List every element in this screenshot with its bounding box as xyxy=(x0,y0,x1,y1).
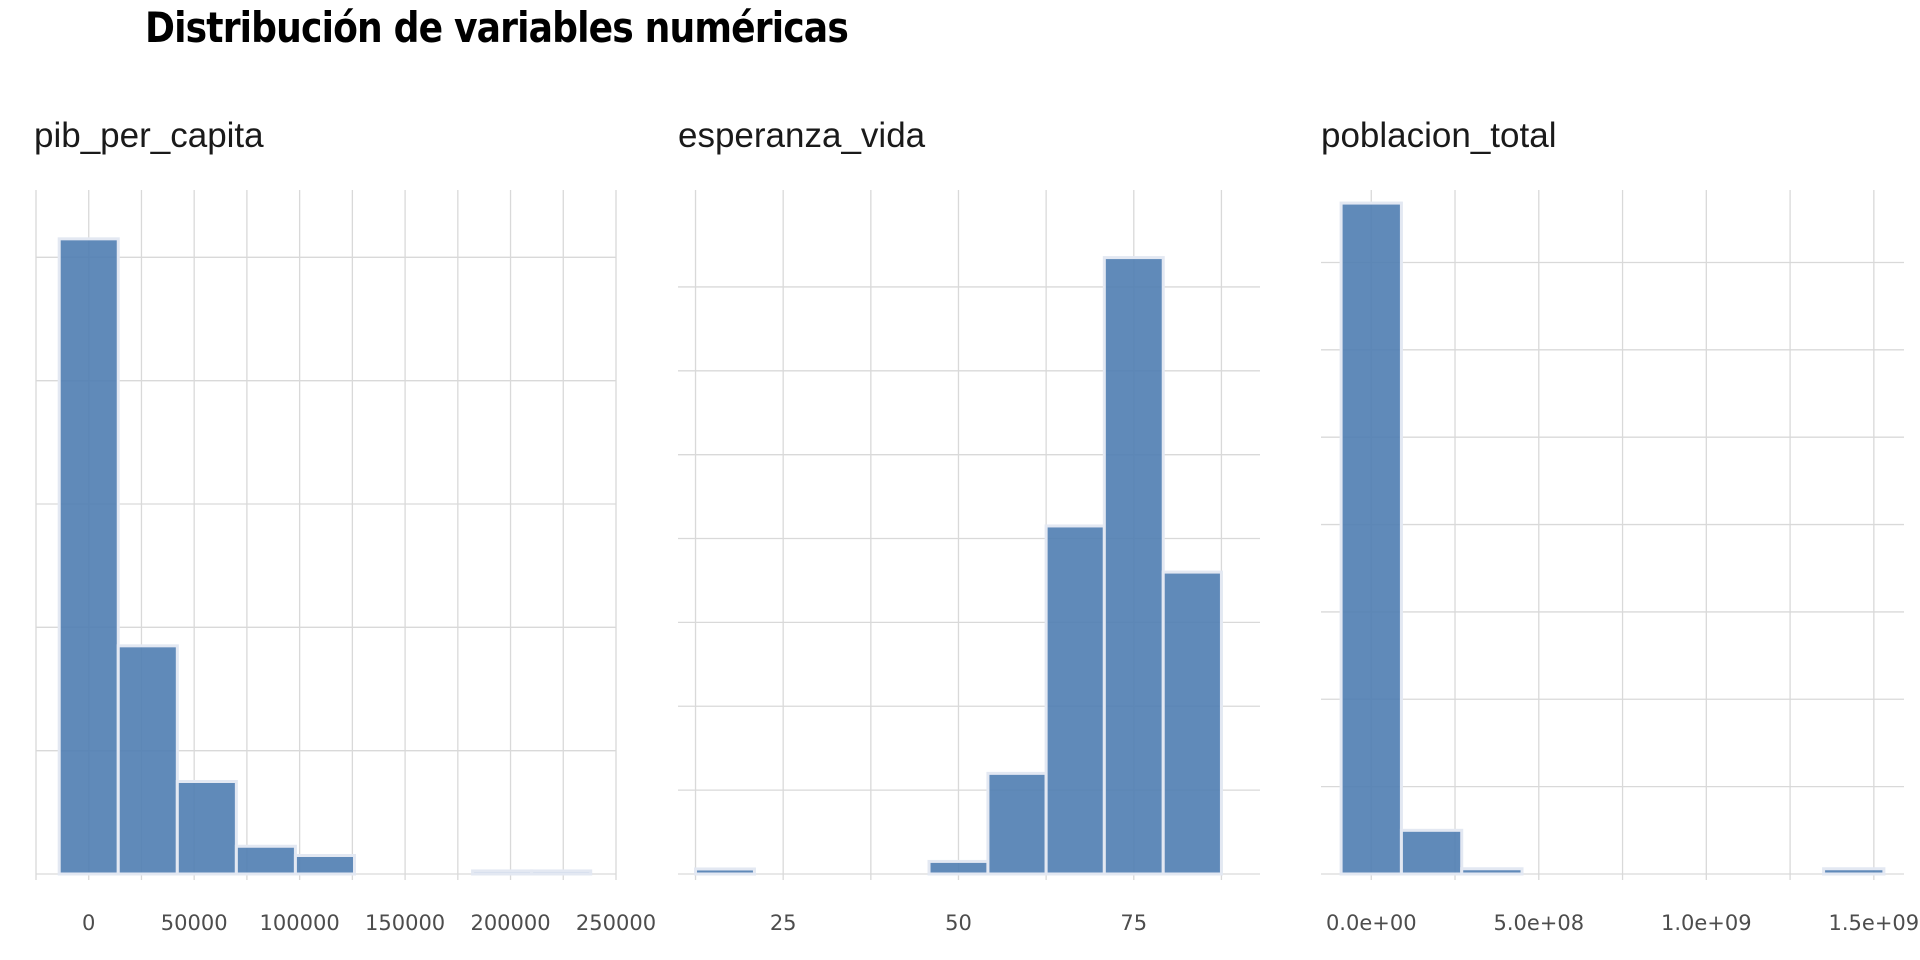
histogram-bar xyxy=(530,869,593,876)
histogram-bar xyxy=(1399,828,1464,876)
x-tick-label: 25 xyxy=(770,911,797,935)
histogram-bar xyxy=(1460,867,1524,876)
chart-title: Distribución de variables numéricas xyxy=(145,3,849,52)
x-tick-label: 250000 xyxy=(576,911,656,935)
histogram-esperanza-vida: 25 50 75 xyxy=(678,190,1260,935)
panel-title-esperanza-vida: esperanza_vida xyxy=(678,116,926,155)
histogram-bar xyxy=(1822,867,1886,876)
histogram-bar xyxy=(116,644,179,876)
x-tick-label: 200000 xyxy=(470,911,550,935)
x-tick-label: 0 xyxy=(82,911,95,935)
histogram-poblacion-total: 0.0e+00 5.0e+08 1.0e+09 1.5e+09 xyxy=(1321,190,1919,935)
histogram-bar xyxy=(1102,256,1165,876)
panel-title-pib-per-capita: pib_per_capita xyxy=(34,116,264,155)
histogram-bar xyxy=(927,859,990,876)
histogram-bar xyxy=(1161,570,1223,876)
x-tick-label: 150000 xyxy=(365,911,445,935)
histogram-bar xyxy=(234,844,297,876)
histogram-bar xyxy=(57,237,120,876)
histogram-bar xyxy=(986,771,1048,876)
histogram-bar xyxy=(694,867,756,876)
histogram-bar xyxy=(293,854,356,876)
x-tick-label: 0.0e+00 xyxy=(1326,911,1417,935)
x-tick-label: 100000 xyxy=(260,911,340,935)
x-tick-label: 5.0e+08 xyxy=(1493,911,1584,935)
x-tick-label: 50 xyxy=(945,911,972,935)
histogram-pib-per-capita: 0 50000 100000 150000 200000 250000 xyxy=(35,190,656,935)
histogram-bar xyxy=(1044,524,1106,876)
x-tick-label: 1.0e+09 xyxy=(1661,911,1752,935)
x-tick-label: 50000 xyxy=(161,911,228,935)
x-tick-label: 75 xyxy=(1120,911,1147,935)
histogram-bar xyxy=(1339,201,1403,876)
panel-title-poblacion-total: poblacion_total xyxy=(1321,116,1557,155)
histogram-bar xyxy=(471,869,534,876)
histogram-bar xyxy=(175,780,238,876)
x-tick-label: 1.5e+09 xyxy=(1829,911,1920,935)
